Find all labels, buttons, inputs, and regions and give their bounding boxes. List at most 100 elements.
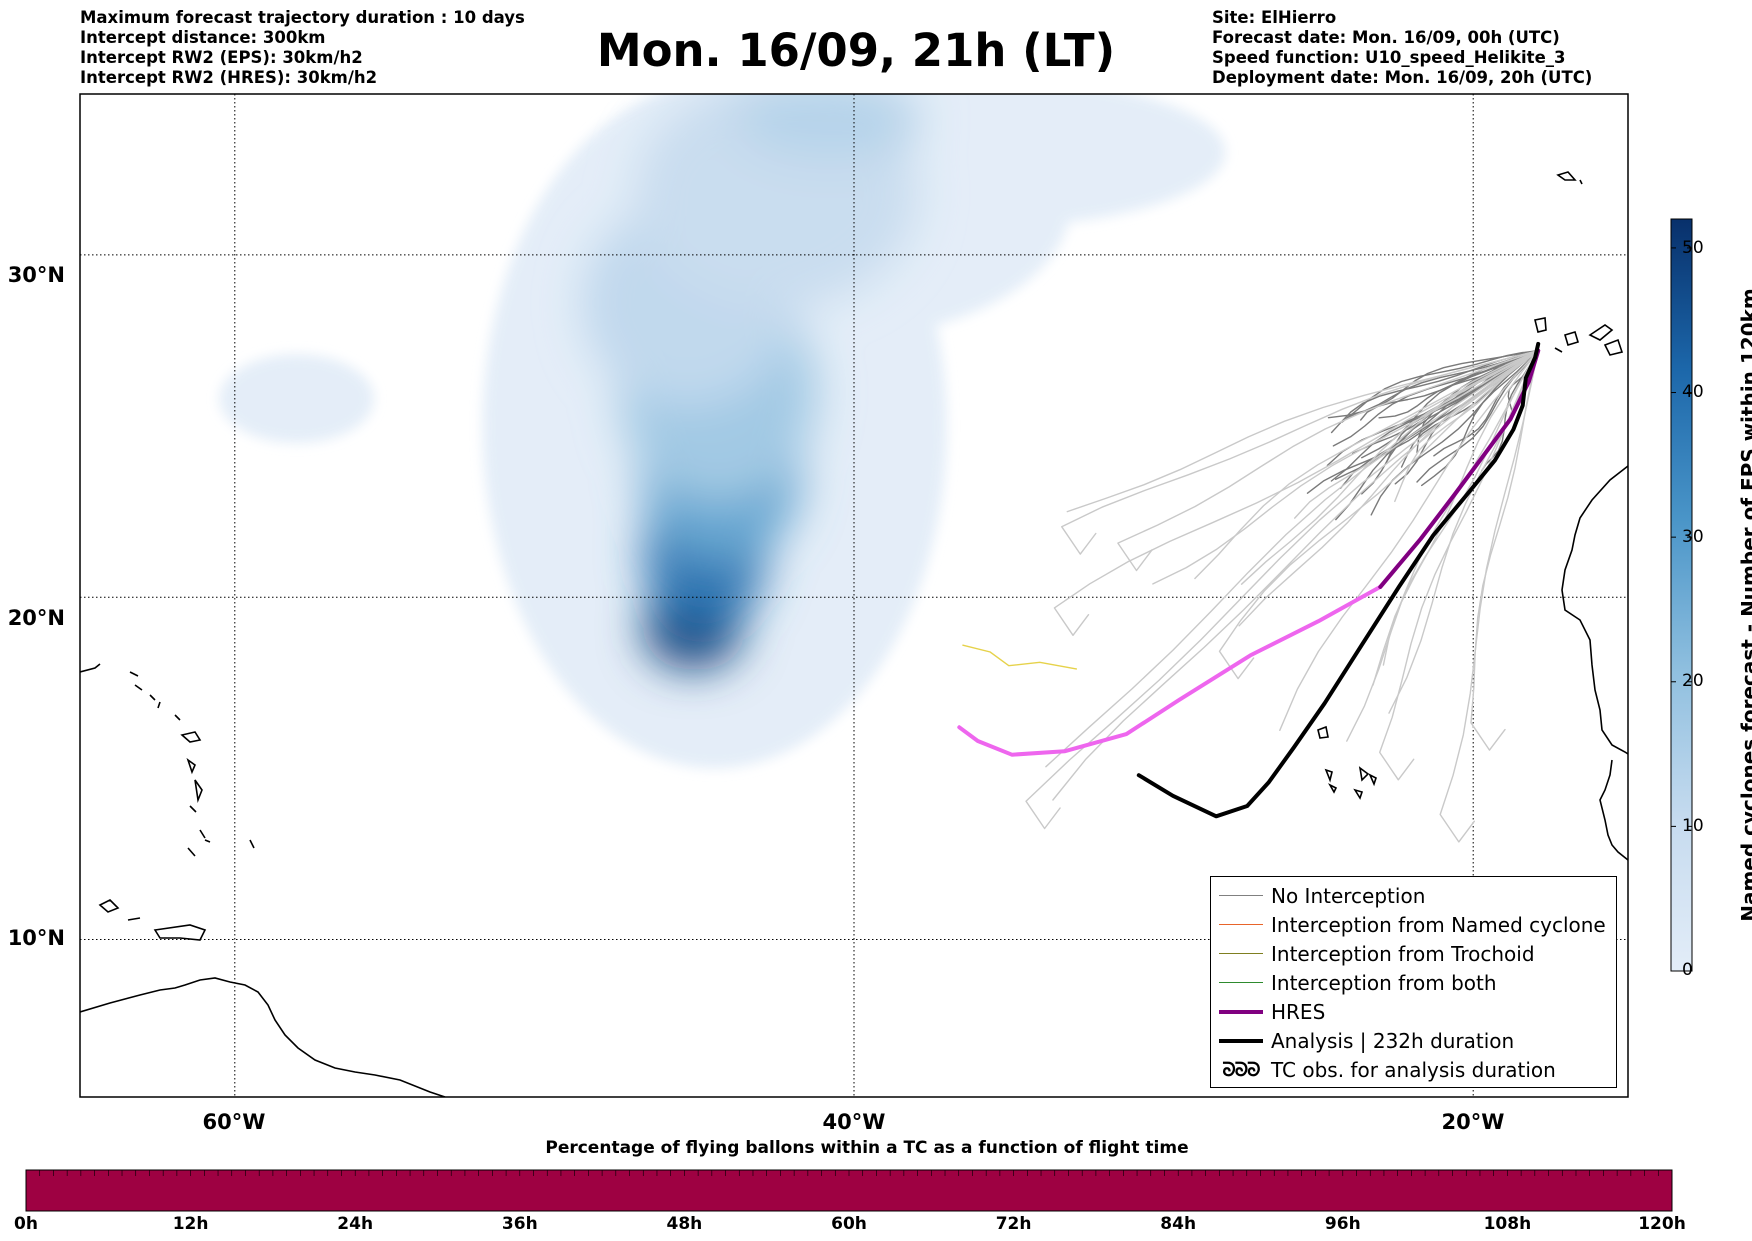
ensemble-trajectory [1279, 350, 1539, 731]
hours-label: 36h [501, 1214, 538, 1234]
colorbar-label-50: 50 [1682, 238, 1704, 258]
ensemble-trajectory [1306, 350, 1539, 494]
eps-trajectories [1025, 350, 1539, 843]
ensemble-trajectory [1240, 350, 1539, 585]
hours-bar-fill [26, 1170, 1672, 1211]
ensemble-trajectory [1421, 350, 1539, 487]
legend-swatch [1219, 1038, 1263, 1043]
intercept-eps-text: Intercept RW2 (EPS): 30km/h2 [80, 48, 363, 67]
run-info-left: Maximum forecast trajectory duration : 1… [80, 8, 525, 88]
coastlines [80, 171, 1628, 1097]
hours-label: 84h [1160, 1214, 1197, 1234]
ensemble-trajectory [1066, 350, 1539, 513]
map-frame [79, 93, 1629, 1098]
colorbar-ramp [1670, 218, 1693, 972]
legend-item-both: Interception from both [1211, 968, 1616, 997]
colorbar-label-0: 0 [1682, 960, 1693, 980]
ensemble-trajectory [1346, 350, 1539, 742]
intercept-distance-text: Intercept distance: 300km [80, 28, 326, 47]
colorbar-label-30: 30 [1682, 527, 1704, 547]
hours-bar-title: Percentage of flying ballons within a TC… [545, 1138, 1189, 1158]
hours-bar-frame [25, 1169, 1673, 1212]
hours-label: 0h [14, 1214, 38, 1234]
trochoid-track [962, 644, 1078, 670]
colorbar-label-10: 10 [1682, 816, 1704, 836]
density-blob [736, 94, 923, 160]
colorbar-label-20: 20 [1682, 671, 1704, 691]
ensemble-trajectory [1025, 350, 1539, 830]
ensemble-trajectory [1052, 350, 1539, 801]
hours-bar-ticks [25, 1169, 1673, 1212]
hours-label: 72h [995, 1214, 1032, 1234]
colorbar [1670, 218, 1693, 972]
hours-label: 60h [831, 1214, 867, 1234]
legend-item-no-interception: No Interception [1211, 881, 1616, 910]
legend-swatch [1219, 953, 1263, 954]
density-envelope-lobe [219, 354, 375, 444]
hours-label: 24h [337, 1214, 374, 1234]
hours-label: 96h [1324, 1214, 1361, 1234]
ensemble-trajectory [1238, 350, 1539, 627]
legend-label: Interception from both [1271, 970, 1497, 995]
lat-label-20: 20°N [7, 606, 65, 630]
density-core [581, 94, 923, 670]
legend-swatch [1219, 924, 1263, 925]
ensemble-trajectory [1045, 350, 1539, 768]
hours-label: 120h [1638, 1214, 1686, 1234]
colorbar-title: Named cyclones forecast - Number of EPS … [1737, 288, 1752, 922]
legend-item-named-cyclone: Interception from Named cyclone [1211, 910, 1616, 939]
forecast-date-text: Forecast date: Mon. 16/09, 00h (UTC) [1212, 28, 1560, 47]
hres-track [1378, 348, 1541, 589]
speed-function-text: Speed function: U10_speed_Helikite_3 [1212, 48, 1566, 67]
ensemble-trajectory [1053, 350, 1539, 636]
legend-label: Analysis | 232h duration [1271, 1028, 1515, 1053]
madeira-islands [1556, 171, 1583, 185]
legend-item-hres: HRES [1211, 997, 1616, 1026]
site-text: Site: ElHierro [1212, 8, 1337, 27]
map-title: Mon. 16/09, 21h (LT) [596, 24, 1116, 77]
legend-label: Interception from Trochoid [1271, 941, 1535, 966]
westafrica-coast-south [1599, 759, 1628, 861]
run-info-right: Site: ElHierro Forecast date: Mon. 16/09… [1212, 8, 1592, 88]
legend-label: TC obs. for analysis duration [1271, 1057, 1556, 1082]
hours-label: 108h [1483, 1214, 1532, 1234]
graticule [80, 94, 1628, 1097]
legend-label: Interception from Named cyclone [1271, 912, 1606, 937]
colorbar-ticks [1671, 247, 1692, 972]
ensemble-trajectory [1218, 350, 1539, 680]
westafrica-coast [1561, 465, 1628, 755]
legend-label: HRES [1271, 999, 1326, 1024]
legend-item-tc-obs: ᘐᘐᘐ TC obs. for analysis duration [1211, 1055, 1616, 1084]
legend-label: No Interception [1271, 883, 1426, 908]
hours-label: 48h [666, 1214, 703, 1234]
ensemble-trajectory [1470, 350, 1539, 751]
map-legend: No Interception Interception from Named … [1210, 876, 1617, 1088]
colorbar-label-40: 40 [1682, 382, 1704, 402]
ensemble-trajectory [1439, 350, 1539, 843]
canary-islands [1534, 317, 1624, 356]
ensemble-trajectory [1388, 350, 1539, 714]
ensemble-trajectory [1117, 350, 1539, 572]
legend-swatch [1219, 982, 1263, 983]
eps-density-field [219, 94, 1226, 769]
tc-symbol-icon: ᘐᘐᘐ [1222, 1058, 1260, 1081]
trinidad-coast [153, 924, 207, 941]
deployment-date-text: Deployment date: Mon. 16/09, 20h (UTC) [1212, 68, 1593, 87]
ensemble-trajectory [1152, 350, 1539, 585]
legend-item-trochoid: Interception from Trochoid [1211, 939, 1616, 968]
antilles-islands [80, 663, 255, 921]
capeverde-islands [1317, 725, 1377, 800]
legend-swatch [1219, 895, 1263, 896]
max-duration-text: Maximum forecast trajectory duration : 1… [80, 8, 525, 27]
intercept-hres-text: Intercept RW2 (HRES): 30km/h2 [80, 68, 378, 87]
lon-label-40w: 40°W [822, 1110, 886, 1134]
lon-label-20w: 20°W [1441, 1110, 1505, 1134]
analysis-track [1136, 341, 1541, 819]
hours-bar [25, 1169, 1673, 1212]
legend-item-analysis: Analysis | 232h duration [1211, 1026, 1616, 1055]
lon-label-60w: 60°W [202, 1110, 266, 1134]
lat-label-10: 10°N [7, 926, 65, 950]
ensemble-trajectory [1194, 350, 1539, 580]
legend-swatch [1219, 1009, 1263, 1014]
